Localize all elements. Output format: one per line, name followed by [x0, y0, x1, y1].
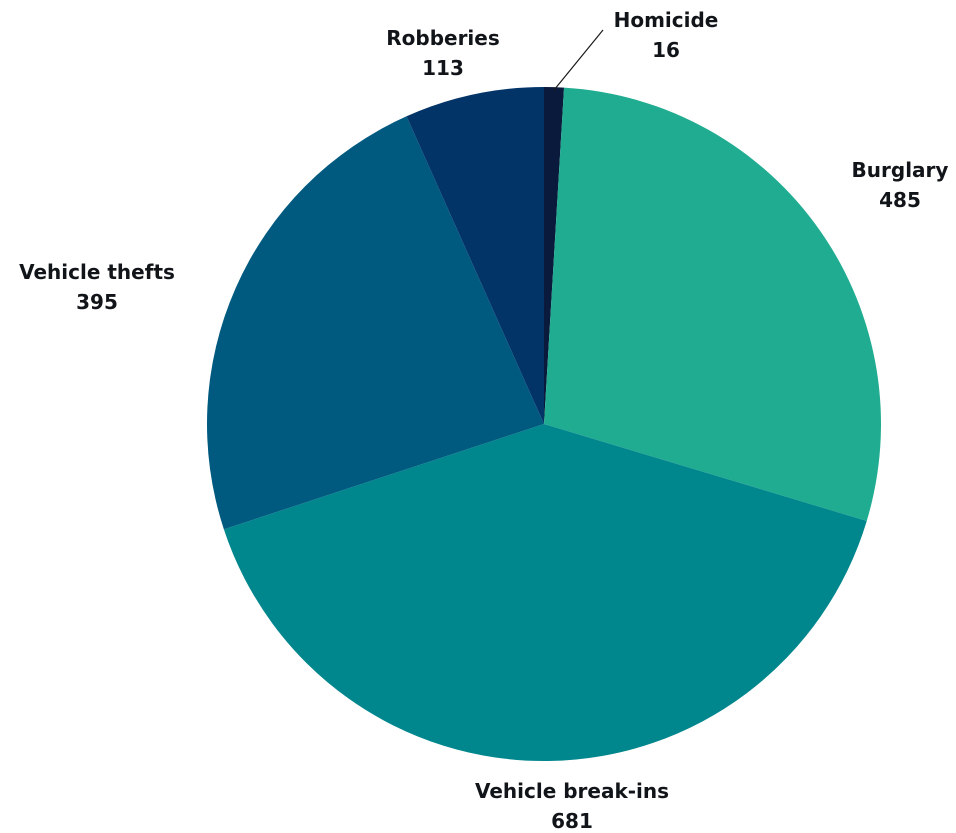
slice-label-vehicle-thefts: Vehicle thefts — [19, 260, 175, 284]
slice-value-vehicle-break-ins: 681 — [551, 809, 593, 833]
pie-slice-homicide — [544, 87, 565, 424]
slice-value-burglary: 485 — [879, 188, 921, 212]
pie-slice-vehicle-break-ins — [223, 424, 867, 762]
slice-value-homicide: 16 — [652, 38, 680, 62]
slice-label-robberies: Robberies — [386, 26, 500, 50]
slice-value-robberies: 113 — [422, 56, 464, 80]
pie-slice-vehicle-thefts — [206, 116, 544, 530]
slice-label-burglary: Burglary — [852, 158, 949, 182]
pie-slice-burglary — [544, 87, 881, 521]
slice-labels: Homicide 16 Burglary 485 Vehicle break-ins 68… — [19, 8, 948, 833]
slice-label-vehicle-break-ins: Vehicle break-ins — [475, 779, 669, 803]
pie-slices — [206, 87, 881, 762]
slice-value-vehicle-thefts: 395 — [76, 290, 118, 314]
leader-lines — [553, 29, 604, 91]
pie-slice-robberies — [406, 87, 544, 424]
leader-line-homicide — [553, 29, 604, 91]
slice-label-homicide: Homicide — [614, 8, 719, 32]
